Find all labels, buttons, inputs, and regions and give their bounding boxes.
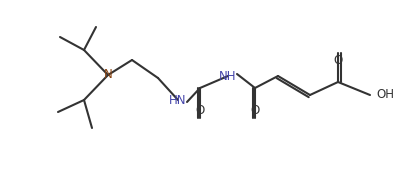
Text: O: O <box>195 103 205 116</box>
Text: O: O <box>333 54 342 67</box>
Text: N: N <box>103 69 112 82</box>
Text: HN: HN <box>169 94 187 107</box>
Text: OH: OH <box>376 89 394 102</box>
Text: O: O <box>250 103 259 116</box>
Text: NH: NH <box>219 69 237 82</box>
